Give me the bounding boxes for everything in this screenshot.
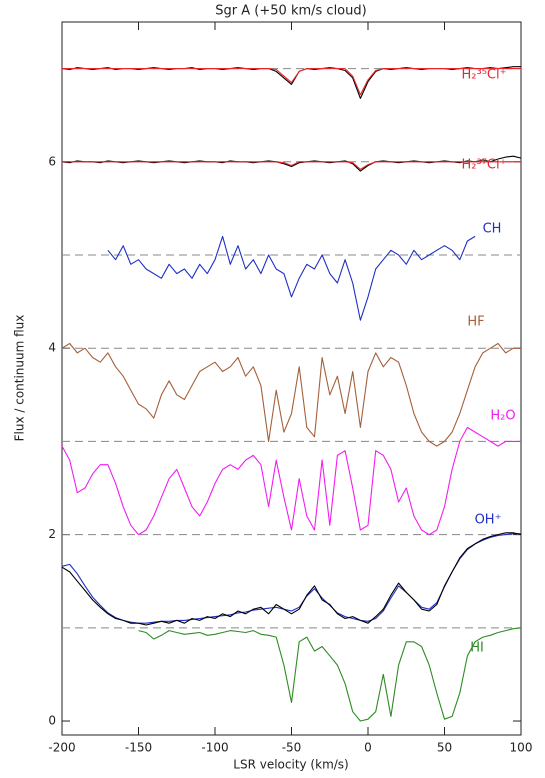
x-tick-label: 100 [510, 741, 533, 755]
series-label: CH [483, 222, 502, 237]
series-label: OH⁺ [475, 513, 502, 528]
spectrum-line [61, 532, 522, 626]
x-tick-label: 0 [364, 741, 372, 755]
y-tick-label: 0 [48, 714, 56, 728]
series-label: H₂³⁷Cl⁺ [462, 158, 507, 173]
spectrum-line [107, 235, 476, 321]
series-label: HI [470, 641, 484, 656]
spectrum-line [61, 155, 522, 172]
y-axis-label: Flux / continuum flux [13, 315, 27, 442]
series-label: HF [467, 315, 484, 330]
spectrum-line [61, 533, 521, 624]
y-tick-label: 6 [48, 154, 56, 168]
spectrum-line [138, 627, 522, 722]
x-tick-label: -100 [201, 741, 228, 755]
spectrum-line [62, 161, 521, 170]
x-tick-label: -50 [282, 741, 302, 755]
chart-title: Sgr A (+50 km/s cloud) [215, 4, 366, 19]
spectrum-line [61, 426, 521, 536]
y-tick-label: 2 [48, 527, 56, 541]
x-tick-label: -200 [48, 741, 75, 755]
series-label: H₂O [490, 409, 515, 424]
spectrum-line [61, 342, 521, 447]
x-tick-label: 50 [437, 741, 452, 755]
y-tick-label: 4 [48, 341, 56, 355]
x-axis-label: LSR velocity (km/s) [233, 758, 348, 772]
series-label: H₂³⁵Cl⁺ [462, 68, 507, 83]
x-tick-label: -150 [125, 741, 152, 755]
spectrum-line [62, 68, 521, 96]
